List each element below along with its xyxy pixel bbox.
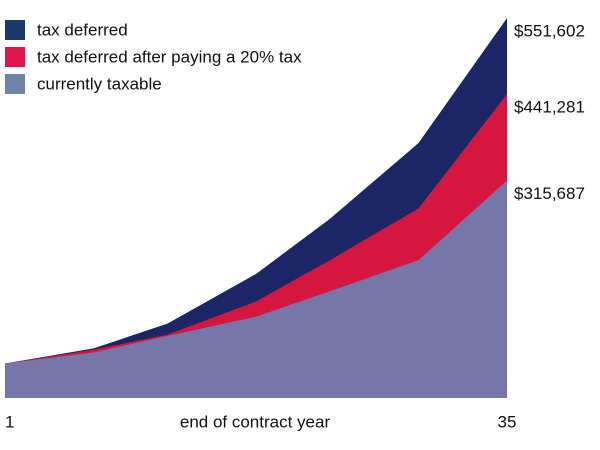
legend-label: currently taxable [37,74,162,93]
legend-label: tax deferred after paying a 20% tax [37,47,302,66]
legend-swatch [5,20,25,40]
value-label: $441,281 [514,97,585,116]
legend-swatch [5,47,25,67]
value-label: $315,687 [514,184,585,203]
legend-swatch [5,74,25,94]
x-axis-label: end of contract year [180,412,331,431]
x-tick-label: 1 [5,412,14,431]
legend-label: tax deferred [37,20,128,39]
area [5,180,507,398]
x-tick-label: 35 [498,412,517,431]
value-label: $551,602 [514,21,585,40]
